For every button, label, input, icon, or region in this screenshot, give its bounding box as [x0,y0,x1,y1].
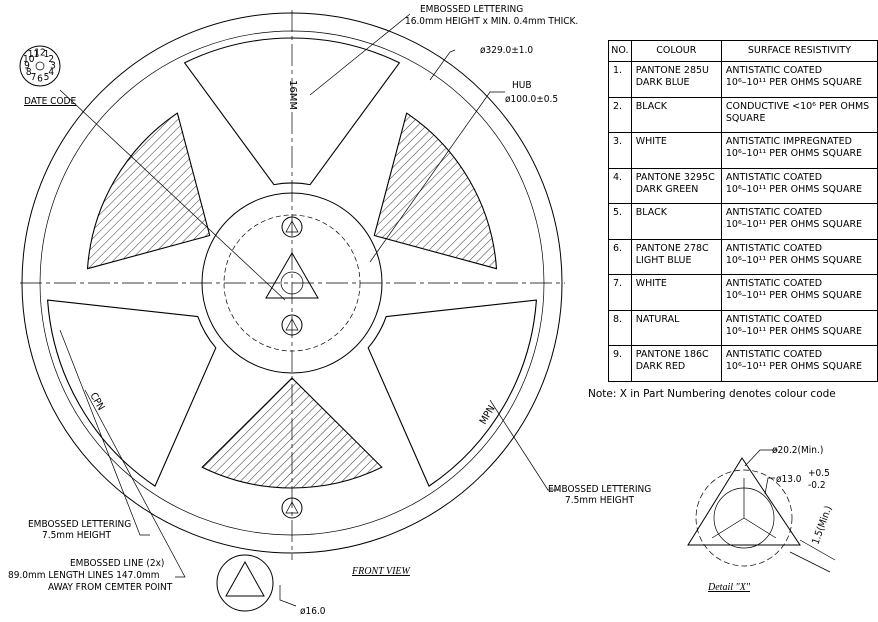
table-cell: 9. [609,346,632,382]
label: ø100.0±0.5 [505,94,558,105]
table-cell: 4. [609,168,632,204]
label: EMBOSSED LINE (2x) [70,558,164,569]
esd-mark-large [217,555,273,611]
table-cell: WHITE [631,275,721,311]
label: 16MM [287,80,298,110]
table-cell: 8. [609,310,632,346]
table-cell: ANTISTATIC COATED 10⁶–10¹¹ PER OHMS SQUA… [721,168,877,204]
label: EMBOSSED LETTERING [420,4,523,15]
dial-number: 6 [37,74,43,85]
label: -0.2 [808,480,826,491]
label: ø13.0 [776,474,802,485]
table-cell: PANTONE 186C DARK RED [631,346,721,382]
label: FRONT VIEW [351,566,412,577]
table-cell: ANTISTATIC IMPREGNATED 10⁶–10¹¹ PER OHMS… [721,133,877,169]
page: 121234567891011 EMBOSSED LETTERING 16.0m… [0,0,878,622]
label: ø20.2(Min.) [772,445,823,456]
table-cell: PANTONE 3295C DARK GREEN [631,168,721,204]
label: EMBOSSED LETTERING [548,484,651,495]
window [48,300,216,486]
table-cell: BLACK [631,204,721,240]
label: Detail "X" [707,582,751,593]
label: AWAY FROM CEMTER POINT [48,582,173,593]
window [368,300,536,486]
date-dial-centre [36,62,44,70]
header-cell: NO. [609,41,632,62]
dial-number: 11 [28,49,39,60]
table-cell: PANTONE 285U DARK BLUE [631,62,721,98]
label: 89.0mm LENGTH LINES 147.0mm [8,570,159,581]
label: 7.5mm HEIGHT [565,495,635,506]
label: +0.5 [808,468,830,479]
table-cell: WHITE [631,133,721,169]
hatched-window [374,113,496,269]
table-cell: 7. [609,275,632,311]
esd-symbol [226,562,264,596]
label: EMBOSSED LETTERING [28,519,131,530]
label: 1.5(Min.) [810,505,834,546]
label: CPN [87,391,106,412]
table-cell: PANTONE 278C LIGHT BLUE [631,239,721,275]
table-cell: ANTISTATIC COATED 10⁶–10¹¹ PER OHMS SQUA… [721,239,877,275]
table-cell: 6. [609,239,632,275]
table-cell: NATURAL [631,310,721,346]
label: HUB [512,80,532,91]
table-cell: BLACK [631,97,721,133]
table-cell: CONDUCTIVE <10⁶ PER OHMS SQUARE [721,97,877,133]
table-cell: 5. [609,204,632,240]
header-cell: SURFACE RESISTIVITY [721,41,877,62]
label: ø16.0 [300,606,326,617]
table-cell: ANTISTATIC COATED 10⁶–10¹¹ PER OHMS SQUA… [721,346,877,382]
table-cell: 1. [609,62,632,98]
table-cell: ANTISTATIC COATED 10⁶–10¹¹ PER OHMS SQUA… [721,275,877,311]
table-cell: 3. [609,133,632,169]
table-cell: ANTISTATIC COATED 10⁶–10¹¹ PER OHMS SQUA… [721,62,877,98]
note: Note: X in Part Numbering denotes colour… [588,388,836,400]
header-cell: COLOUR [631,41,721,62]
hatched-window [87,113,209,269]
label: ø329.0±1.0 [480,45,533,56]
dial-number: 5 [44,72,50,83]
label: 7.5mm HEIGHT [42,530,112,541]
table-cell: ANTISTATIC COATED 10⁶–10¹¹ PER OHMS SQUA… [721,204,877,240]
table-cell: ANTISTATIC COATED 10⁶–10¹¹ PER OHMS SQUA… [721,310,877,346]
label: 16.0mm HEIGHT x MIN. 0.4mm THICK. [405,16,578,27]
table-cell: 2. [609,97,632,133]
detail-x: ø20.2(Min.) ø13.0 +0.5 -0.2 1.5(Min.) De… [688,445,835,593]
